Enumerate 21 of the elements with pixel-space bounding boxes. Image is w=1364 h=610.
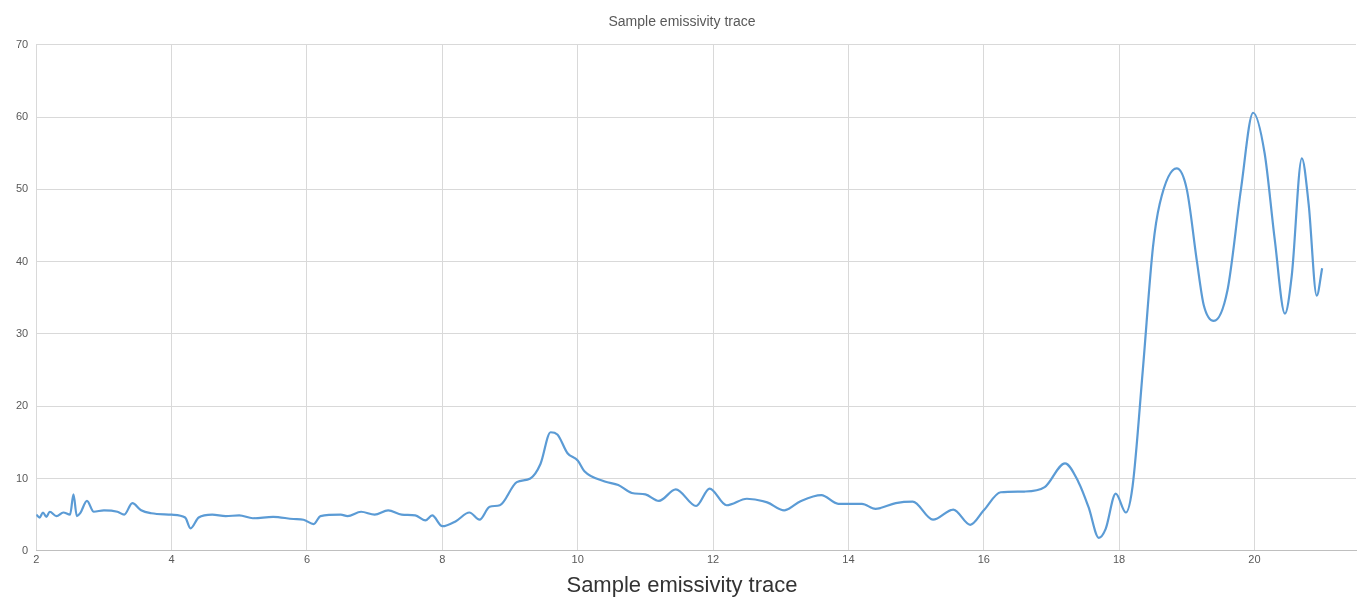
y-tick-label: 50 — [15, 182, 29, 195]
text: Sample emissivity trace — [565, 572, 799, 598]
x-tick-label: 4 — [168, 553, 175, 566]
x-tick-label: 8 — [439, 553, 446, 566]
x-tick-label: 18 — [1112, 553, 1126, 566]
x-tick-label: 10 — [571, 553, 584, 566]
x-tick-label: 16 — [977, 553, 990, 566]
x-tick-label: 12 — [706, 553, 720, 566]
line-series — [36, 111, 1324, 539]
y-tick-label: 10 — [15, 471, 29, 484]
y-tick-label: 0 — [22, 543, 29, 556]
x-tick-label: 14 — [842, 553, 855, 566]
x-tick-label: 2 — [33, 553, 40, 566]
y-tick-label: 70 — [15, 37, 29, 50]
x-tick-label: 6 — [303, 553, 311, 566]
x-tick-label: 20 — [1248, 553, 1261, 566]
chart-title: Sample emissivity trace — [608, 13, 756, 30]
y-tick-label: 30 — [15, 326, 29, 339]
y-tick-label: 20 — [15, 399, 29, 412]
y-tick-label: 40 — [15, 254, 29, 267]
y-tick-label: 60 — [15, 110, 29, 123]
